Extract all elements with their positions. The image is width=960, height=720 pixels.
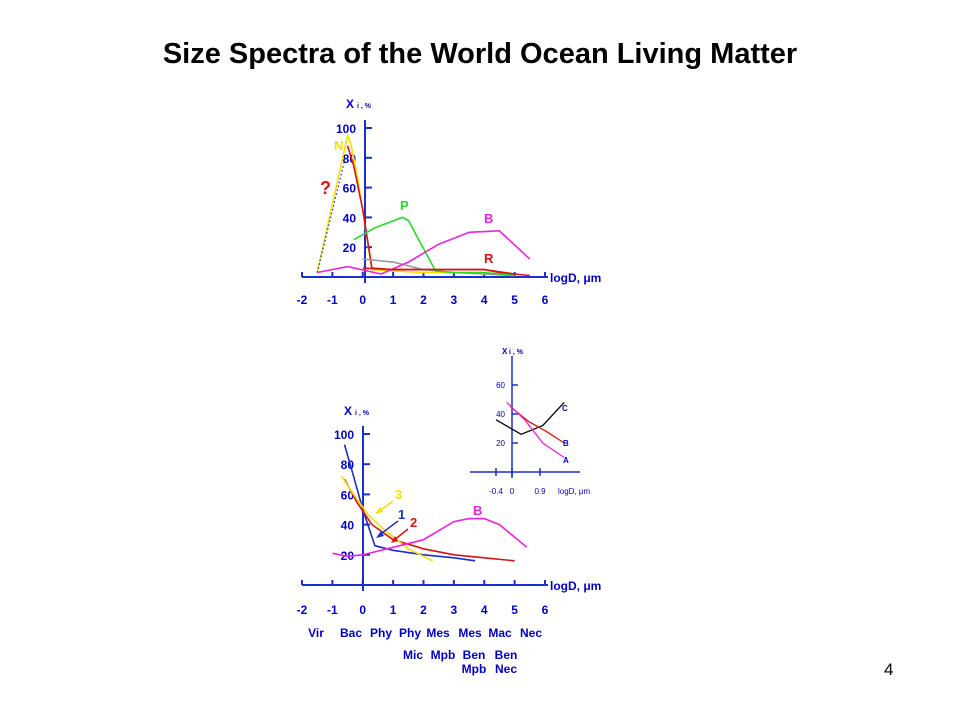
inset-series-label-A: A xyxy=(563,456,569,465)
bottom-x-tick-label: 0 xyxy=(359,603,366,617)
group-label-row2: Mpb xyxy=(431,648,456,662)
inset-y-tick-label: 40 xyxy=(496,410,505,419)
bottom-x-tick-label: 1 xyxy=(390,603,397,617)
inset-y-tick-label: 20 xyxy=(496,439,505,448)
group-label-row1: Phy xyxy=(370,626,392,640)
top-series-label-R: R xyxy=(484,251,494,266)
arrow-1-head xyxy=(376,531,384,538)
group-label-row1: Nec xyxy=(520,626,542,640)
top-y-tick-label: 40 xyxy=(343,211,357,225)
top-series-R xyxy=(362,267,515,275)
bottom-y-axis-title-sub: i , % xyxy=(355,410,370,417)
bottom-x-axis-title: logD, μm xyxy=(550,579,601,593)
bottom-series-B xyxy=(332,517,528,558)
top-series-line1 xyxy=(346,145,530,277)
top-x-tick-label: -1 xyxy=(327,293,338,307)
page-title: Size Spectra of the World Ocean Living M… xyxy=(162,38,798,70)
bottom-x-tick-label: 2 xyxy=(420,603,427,617)
top-series-line2 xyxy=(316,160,346,273)
bottom-series-label-2: 2 xyxy=(410,515,417,530)
top-y-axis-title: X xyxy=(346,97,354,111)
inset-series-C xyxy=(495,401,565,436)
top-x-tick-label: 0 xyxy=(359,293,366,307)
arrow-3-head xyxy=(375,507,383,514)
group-label-row2: Ben xyxy=(495,648,518,662)
top-y-axis-title-sub: i , % xyxy=(357,103,372,110)
group-label-row1: Phy xyxy=(399,626,421,640)
bottom-x-tick-label: 6 xyxy=(542,603,549,617)
top-y-tick-label: 60 xyxy=(343,182,357,196)
top-series-label-P: P xyxy=(400,198,409,213)
top-series-label-B: B xyxy=(484,211,493,226)
top-series-B xyxy=(317,229,531,275)
top-x-tick-label: 2 xyxy=(420,293,427,307)
bottom-x-tick-label: 5 xyxy=(511,603,518,617)
inset-series-A xyxy=(506,401,565,459)
bottom-y-axis-title: X xyxy=(344,404,352,418)
inset-series-label-C: C xyxy=(562,404,568,413)
top-x-tick-label: 6 xyxy=(542,293,549,307)
top-series-P xyxy=(353,216,515,277)
group-label-row3: Mpb xyxy=(462,662,487,676)
inset-y-axis-title-sub: i , % xyxy=(509,349,524,356)
top-x-tick-label: 4 xyxy=(481,293,488,307)
group-label-row1: Mes xyxy=(426,626,450,640)
group-label-row1: Mac xyxy=(488,626,512,640)
bottom-x-tick-label: 4 xyxy=(481,603,488,617)
arrow-2-head xyxy=(391,536,398,543)
bottom-series-label-1: 1 xyxy=(398,507,405,522)
bottom-x-tick-label: -2 xyxy=(297,603,308,617)
top-y-tick-label: 100 xyxy=(336,122,356,136)
group-label-row1: Vir xyxy=(308,626,324,640)
bottom-series-label-3: 3 xyxy=(395,487,402,502)
page-number: 4 xyxy=(884,660,894,679)
inset-series-label-B: B xyxy=(563,439,569,448)
bottom-series-label-B: B xyxy=(473,503,482,518)
group-label-row2: Ben xyxy=(463,648,486,662)
top-x-tick-label: -2 xyxy=(297,293,308,307)
inset-y-tick-label: 60 xyxy=(496,381,505,390)
inset-x-tick-label: 0 xyxy=(510,487,515,496)
bottom-series-1 xyxy=(343,444,476,562)
top-x-tick-label: 1 xyxy=(390,293,397,307)
group-label-row3: Nec xyxy=(495,662,517,676)
top-series-label-N: N xyxy=(334,138,343,153)
inset-x-tick-label: 0.9 xyxy=(534,487,546,496)
bottom-y-tick-label: 40 xyxy=(341,519,355,533)
inset-x-axis-title: logD, μm xyxy=(558,487,591,496)
top-y-tick-label: 20 xyxy=(343,241,357,255)
bottom-x-tick-label: -1 xyxy=(327,603,338,617)
top-x-tick-label: 5 xyxy=(511,293,518,307)
bottom-x-tick-label: 3 xyxy=(451,603,458,617)
group-label-row2: Mic xyxy=(403,648,423,662)
top-x-tick-label: 3 xyxy=(451,293,458,307)
bottom-series-3 xyxy=(340,475,433,562)
chart-inset: -0.4 0 0.9 20 40 60 X i , % logD, μm C BA xyxy=(470,347,591,496)
bottom-y-tick-label: 100 xyxy=(334,428,354,442)
question-mark-annotation: ? xyxy=(320,178,331,198)
inset-series-B xyxy=(509,406,565,444)
top-x-axis-title: logD, μm xyxy=(550,271,601,285)
bottom-y-tick-label: 60 xyxy=(341,488,355,502)
inset-y-axis-title: X xyxy=(502,347,508,356)
group-label-row1: Bac xyxy=(340,626,362,640)
inset-x-tick-label: -0.4 xyxy=(489,487,503,496)
group-label-row1: Mes xyxy=(458,626,482,640)
